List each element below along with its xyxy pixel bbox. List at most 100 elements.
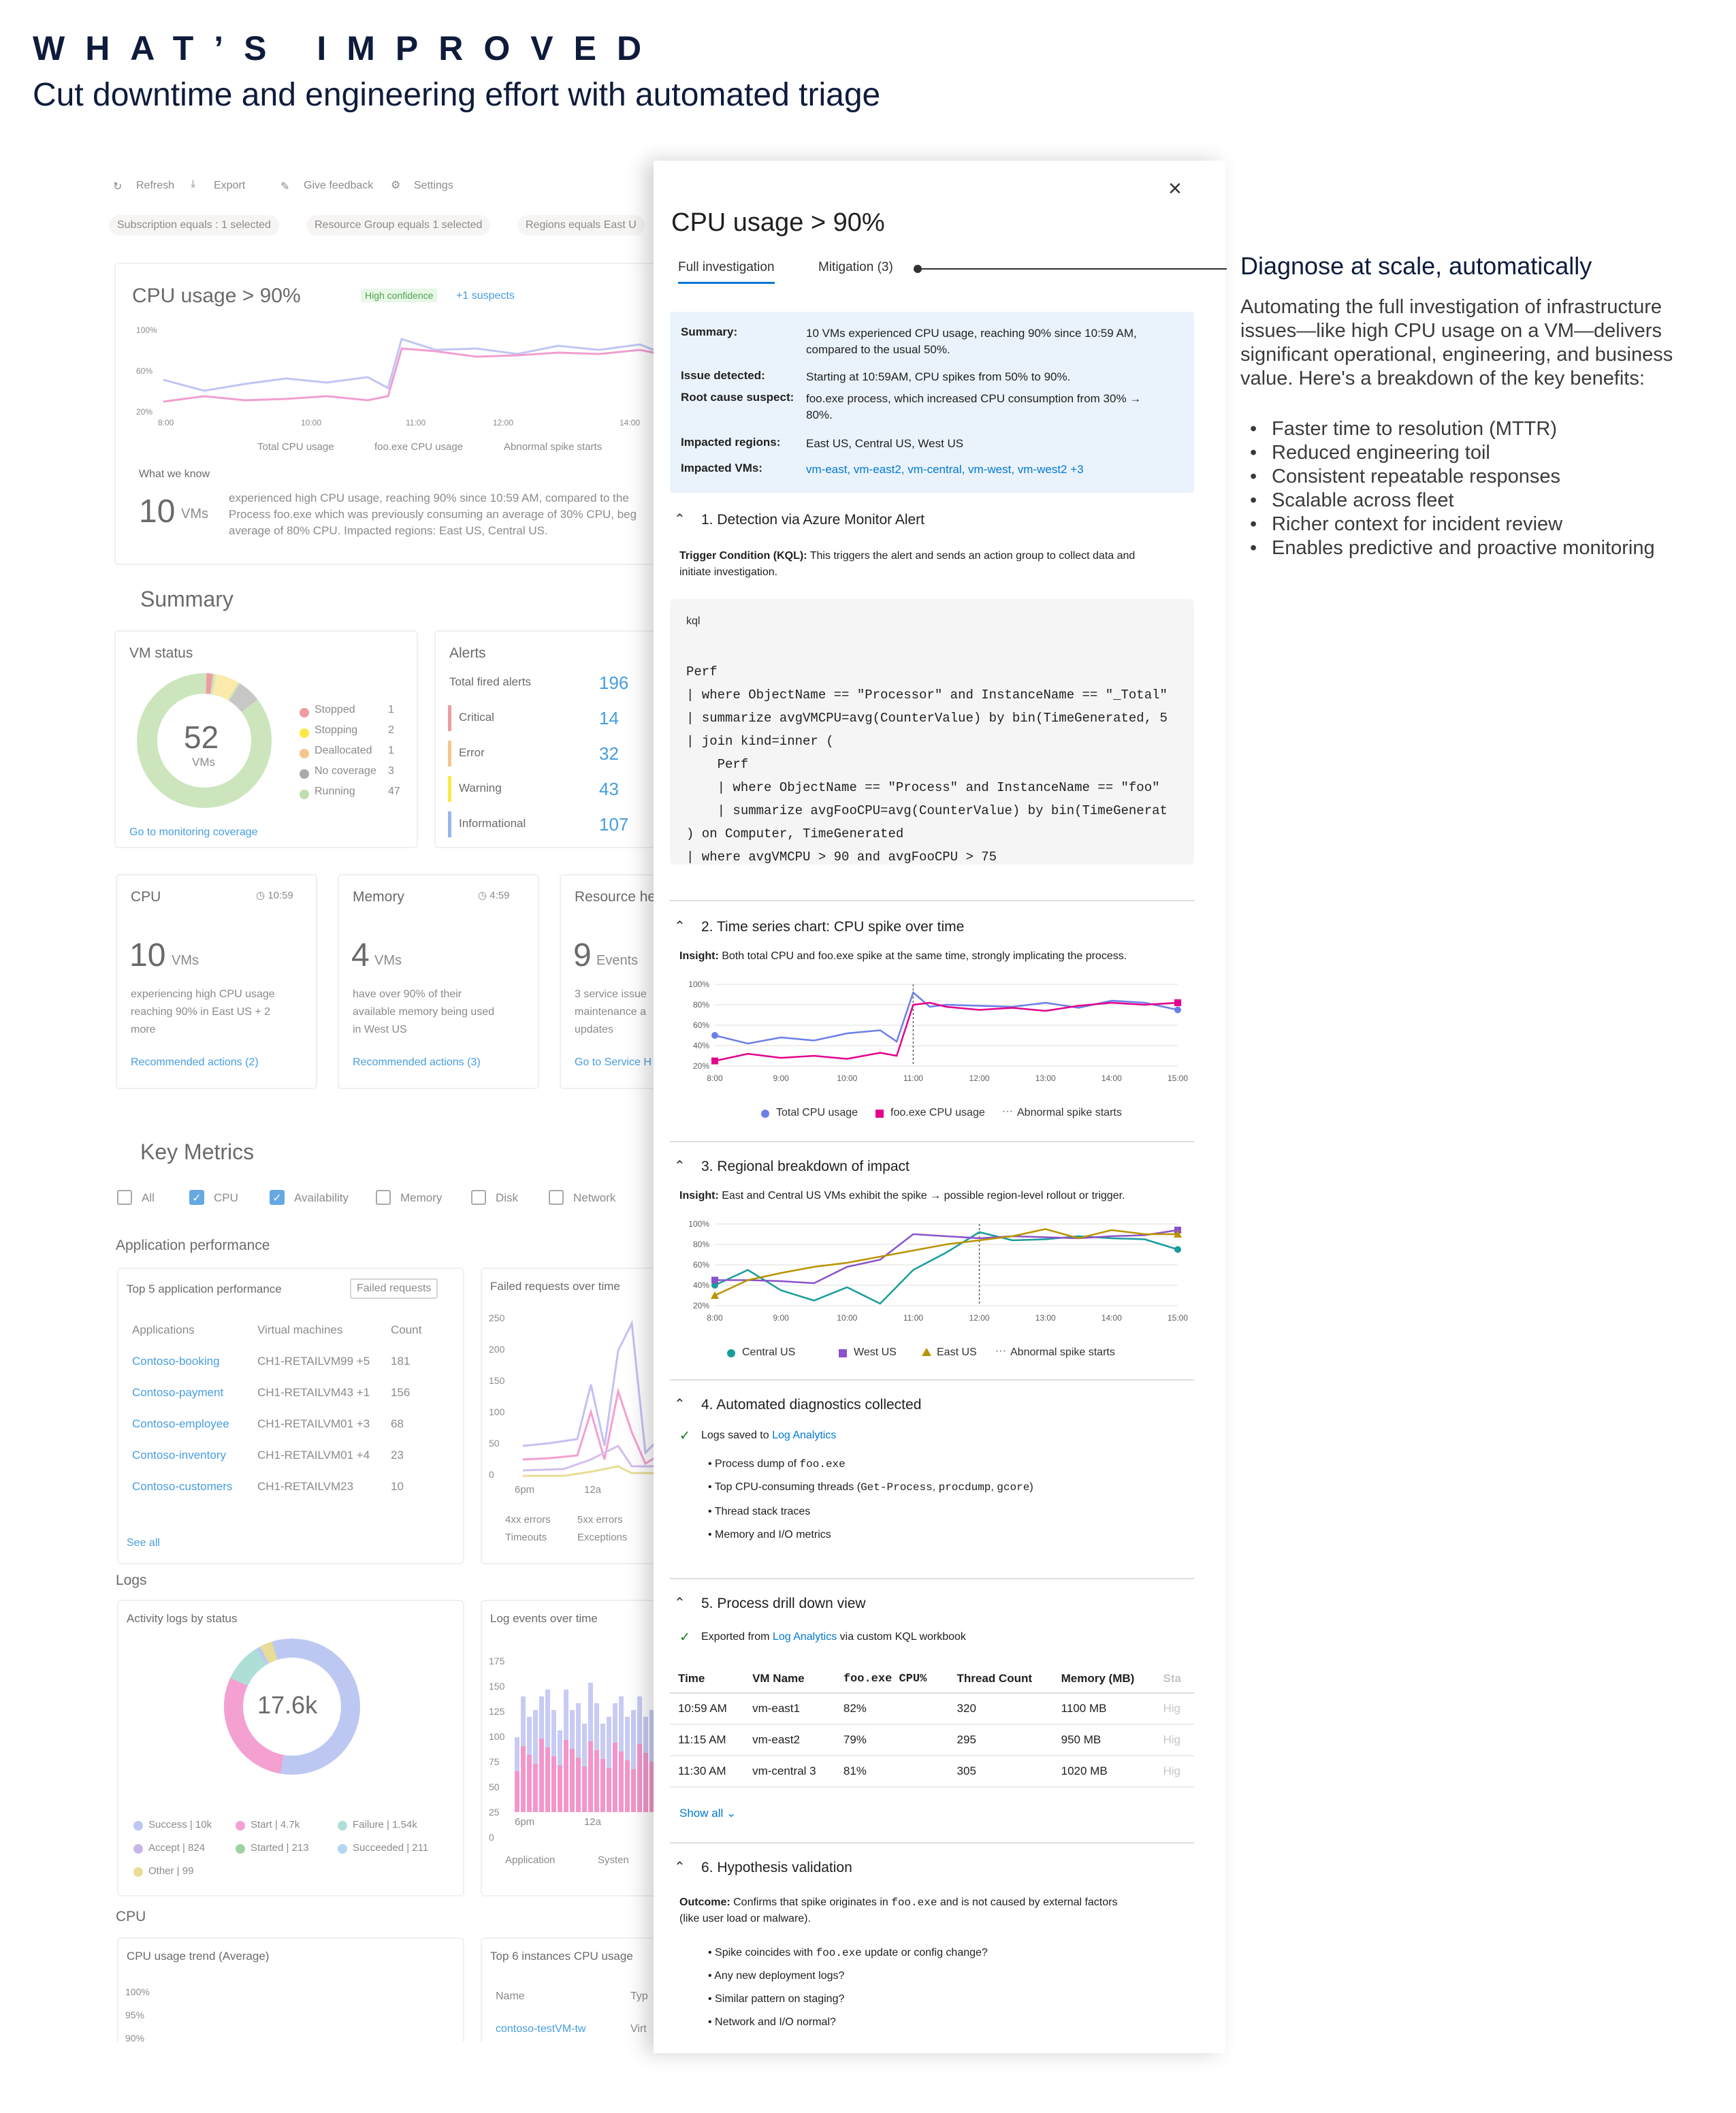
log-bar [539,1739,544,1812]
metric-card-unit: Events [596,953,639,968]
refresh-icon[interactable]: ↻ [113,181,123,193]
kql-code: Perf | where ObjectName == "Processor" a… [686,664,1168,865]
app-table-cell[interactable]: Contoso-customers [132,1480,233,1493]
alert-xtick: 14:00 [620,418,641,428]
know-line: average of 80% CPU. Impacted regions: Ea… [229,524,548,537]
benefit-item: Reduced engineering toil [1250,442,1490,464]
metric-card-time: ◷ 4:59 [478,890,510,901]
summary-value: Starting at 10:59AM, CPU spikes from 50%… [806,370,1071,383]
metric-card-link[interactable]: Go to Service H [575,1056,652,1068]
app-table-header: Applications [132,1323,195,1336]
logs-title: Logs [116,1572,147,1588]
vm-legend-count: 47 [388,786,400,797]
checkbox[interactable]: ✓ [189,1190,204,1205]
app-table-cell[interactable]: Contoso-booking [132,1355,220,1368]
close-icon[interactable]: × [1168,176,1182,201]
alert-count[interactable]: 14 [599,708,619,728]
table-header-cell: Memory (MB) [1052,1665,1155,1694]
chevron-up-icon[interactable]: ⌃ [674,919,686,934]
filter-subscription[interactable]: Subscription equals : 1 selected [109,215,279,236]
checkbox[interactable] [471,1190,486,1205]
chevron-up-icon[interactable]: ⌃ [674,1159,686,1174]
chevron-up-icon[interactable]: ⌃ [674,1596,686,1611]
log-ytick: 125 [489,1706,505,1717]
legend-swatch [761,1110,769,1118]
app-table-cell: CH1-RETAILVM01 +3 [257,1417,370,1430]
chevron-up-icon[interactable]: ⌃ [674,1397,686,1412]
feedback-button[interactable]: Give feedback [304,180,374,191]
app-table-cell[interactable]: Contoso-payment [132,1386,224,1399]
alert-legend-spike: Abnormal spike starts [504,441,602,453]
tab-mitigation[interactable]: Mitigation (3) [818,260,893,274]
legend-label: Abnormal spike starts [1010,1346,1115,1358]
trigger-text-2: initiate investigation. [679,566,778,578]
background-dashboard: ↻ Refresh ⤓ Export ✎ Give feedback ⚙ Set… [109,163,654,2042]
vm-count-unit: VMs [181,506,208,521]
checkbox-label: Disk [496,1191,519,1204]
alert-ytick: 20% [136,407,153,417]
app-table-cell[interactable]: Contoso-employee [132,1417,229,1430]
filter-regions[interactable]: Regions equals East U [517,215,645,236]
benefit-item: Richer context for incident review [1250,513,1562,536]
checkbox[interactable] [376,1190,391,1205]
top-row-name[interactable]: contoso-testVM-tw [496,2023,586,2035]
log-bar [551,1756,556,1812]
monitoring-coverage-link[interactable]: Go to monitoring coverage [129,826,258,838]
alert-count[interactable]: 107 [599,814,629,835]
x-tick-label: 12:00 [969,1313,990,1323]
alert-count[interactable]: 32 [599,743,619,764]
metric-card-link[interactable]: Recommended actions (2) [131,1056,259,1068]
gear-icon: ⚙ [391,180,401,191]
suspects-link[interactable]: +1 suspects [456,290,515,302]
log-bar [607,1768,611,1812]
legend-swatch [922,1348,931,1356]
know-line: experienced high CPU usage, reaching 90%… [229,491,629,504]
checkbox[interactable] [549,1190,564,1205]
export-button[interactable]: Export [214,180,246,191]
series-end-point [711,1291,719,1299]
chevron-up-icon[interactable]: ⌃ [674,512,686,527]
checkbox[interactable] [117,1190,132,1205]
alert-count[interactable]: 43 [599,779,619,799]
alert-label: Error [459,746,485,759]
log-analytics-link[interactable]: Log Analytics [772,1631,837,1643]
alert-count[interactable]: 196 [599,673,629,693]
alert-mini-chart [163,338,654,403]
summary-value[interactable]: vm-east, vm-east2, vm-central, vm-west, … [806,463,1084,476]
filter-resource-group[interactable]: Resource Group equals 1 selected [306,215,491,236]
alert-card[interactable]: CPU usage > 90% High confidence +1 suspe… [114,263,654,565]
chevron-down-icon: ⌄ [726,1807,737,1820]
metric-card[interactable]: CPU ◷ 10:59 10 VMs experiencing high CPU usa… [116,874,317,1089]
hyp-item-3-text: Similar pattern on staging? [715,1993,845,2005]
alert-severity-bar [448,811,451,837]
app-performance-title: Application performance [116,1238,270,1253]
log-bar [558,1765,562,1812]
failed-requests-chart [523,1319,654,1477]
legend-dot [236,1844,245,1854]
show-all-link[interactable]: Show all ⌄ [679,1807,736,1820]
app-table-header: Virtual machines [257,1323,343,1336]
hyp-item-2-text: Any new deployment logs? [714,1970,845,1982]
metric-card[interactable]: Memory ◷ 4:59 4 VMs have over 90% of their av… [338,874,539,1089]
failed-xtick: 12a [584,1484,602,1496]
failed-requests-dropdown[interactable]: Failed requests [350,1278,438,1299]
log-bar [576,1758,581,1812]
metric-card-desc: reaching 90% in East US + 2 [131,1006,271,1018]
see-all-link[interactable]: See all [127,1537,160,1549]
logs-legend-item: Failure | 1.54k [353,1819,417,1830]
log-analytics-link[interactable]: Log Analytics [772,1430,837,1441]
app-table-cell[interactable]: Contoso-inventory [132,1449,226,1462]
log-bar [613,1703,617,1743]
tab-full-investigation[interactable]: Full investigation [678,260,775,284]
metric-card[interactable]: Resource he 9 Events 3 service issue mainten… [560,874,654,1089]
failed-legend: Timeouts [505,1532,547,1543]
log-bar [551,1710,556,1756]
app-performance-card: Top 5 application performance Failed req… [117,1268,464,1564]
divider [670,1842,1194,1843]
checkbox[interactable]: ✓ [270,1190,285,1205]
metric-card-link[interactable]: Recommended actions (3) [353,1056,481,1068]
series-line-foo-exe-cpu-usage [714,1001,1178,1062]
settings-button[interactable]: Settings [414,180,453,191]
chevron-up-icon[interactable]: ⌃ [674,1860,686,1875]
refresh-button[interactable]: Refresh [136,180,175,191]
